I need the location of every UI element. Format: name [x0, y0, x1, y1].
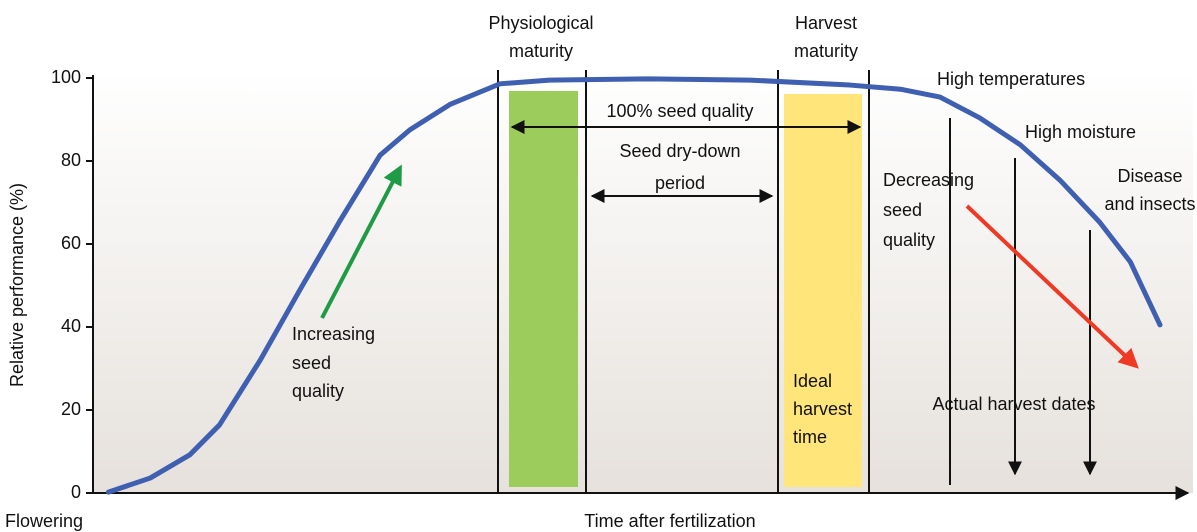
y-tick-label: 60	[61, 233, 81, 253]
annotation: Increasing	[292, 324, 375, 344]
x-start-label: Flowering	[5, 511, 83, 531]
annotation: seed	[292, 353, 331, 373]
y-tick-label: 20	[61, 399, 81, 419]
annotation: High moisture	[1025, 122, 1136, 142]
y-tick-label: 0	[71, 482, 81, 502]
annotation: 100% seed quality	[606, 101, 753, 121]
annotation: Physiological	[488, 13, 593, 33]
maturity-bar	[509, 91, 578, 487]
y-axis-label: Relative performance (%)	[7, 183, 27, 387]
increasing-arrow	[320, 164, 402, 319]
annotation: seed	[883, 200, 922, 220]
annotation: High temperatures	[937, 69, 1085, 89]
annotation: period	[655, 173, 705, 193]
x-axis-label: Time after fertilization	[584, 511, 755, 531]
annotation: harvest	[793, 399, 852, 419]
guides	[92, 70, 1190, 500]
y-tick-label: 40	[61, 316, 81, 336]
annotation: Disease	[1117, 166, 1182, 186]
decreasing-arrow	[965, 204, 1139, 369]
annotation: Actual harvest dates	[932, 394, 1095, 414]
harvest-bar	[784, 94, 862, 487]
annotation: and insects	[1104, 194, 1195, 214]
annotation: Decreasing	[883, 170, 974, 190]
y-tick-label: 80	[61, 150, 81, 170]
annotation: maturity	[509, 41, 573, 61]
annotation: Seed dry-down	[619, 141, 740, 161]
performance-curve	[105, 76, 1163, 495]
annotation: maturity	[794, 41, 858, 61]
annotation: time	[793, 427, 827, 447]
y-tick-label: 100	[51, 67, 81, 87]
annotation: Ideal	[793, 371, 832, 391]
annotation: quality	[292, 381, 344, 401]
annotation: quality	[883, 230, 935, 250]
annotation: Harvest	[795, 13, 857, 33]
